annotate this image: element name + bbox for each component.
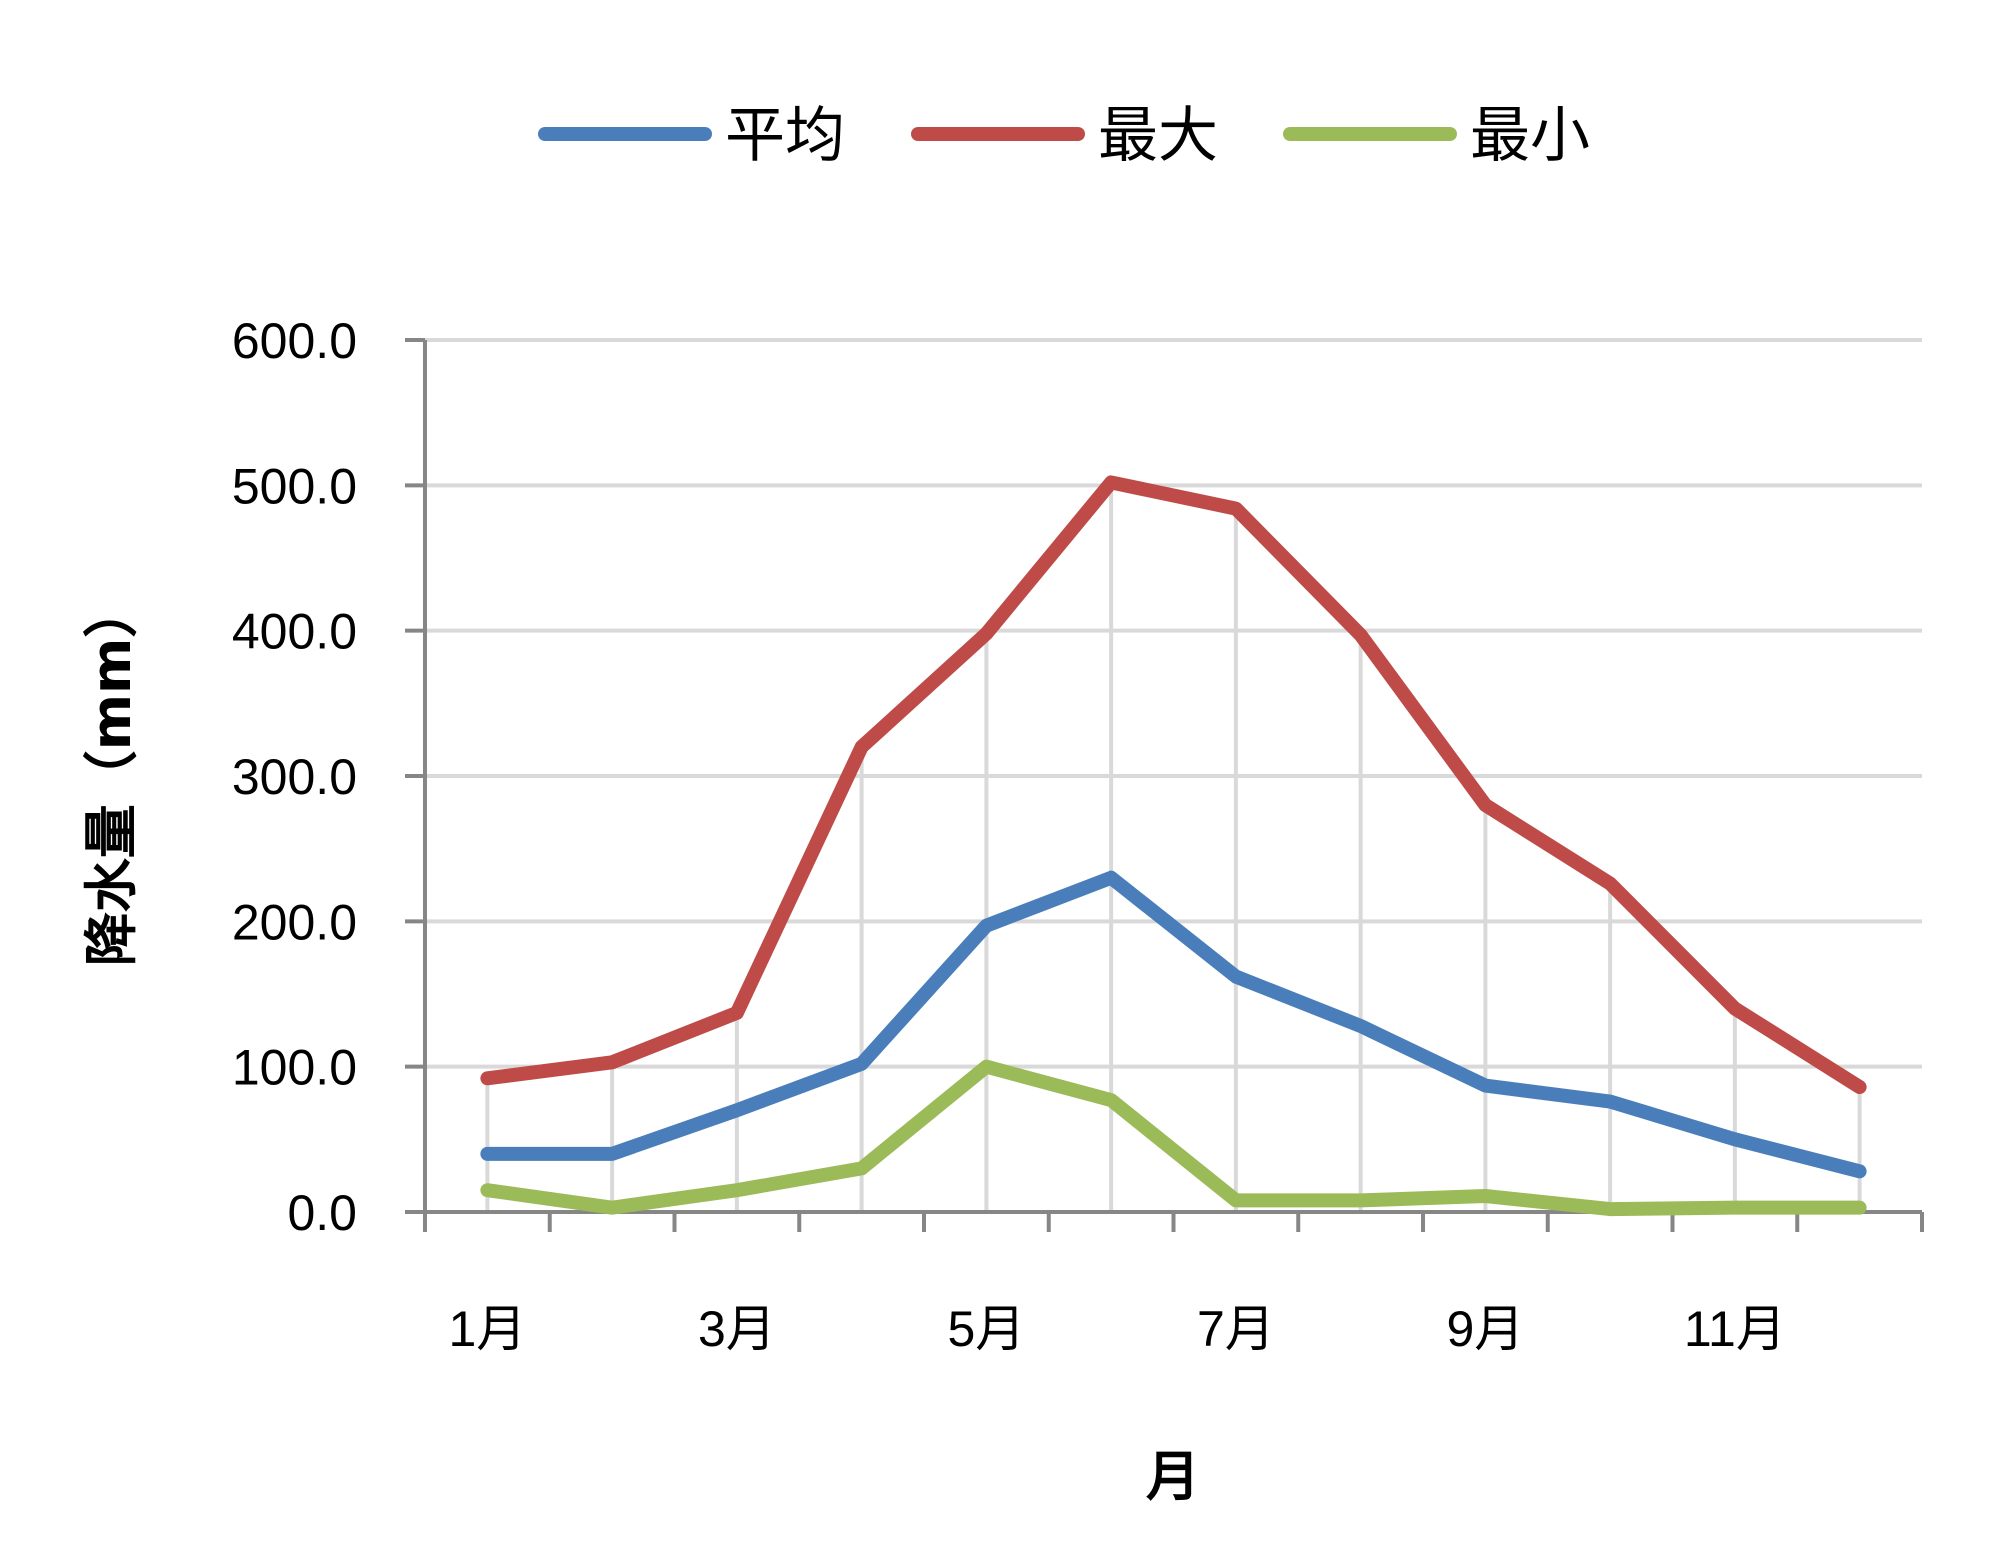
legend: 平均 最大 最小	[538, 101, 1590, 171]
y-axis-title: 降水量（mm）	[80, 584, 143, 967]
x-axis-title: 月	[1146, 1445, 1200, 1508]
axis-labels: 0.0 100.0 200.0 300.0 400.0 500.0 600.0 1月 3月 5月 7…	[80, 313, 1786, 1508]
grid-lines	[425, 338, 1922, 1212]
x-tick-label: 11月	[1684, 1301, 1786, 1357]
x-tick-label: 3月	[698, 1301, 776, 1357]
x-tick-label: 9月	[1446, 1301, 1524, 1357]
legend-item-1: 平均	[538, 101, 845, 171]
y-tick-label: 600.0	[232, 313, 357, 369]
y-tick-label: 100.0	[232, 1040, 357, 1096]
y-tick-label: 200.0	[232, 894, 357, 950]
y-tick-label: 0.0	[287, 1185, 357, 1241]
legend-label: 最大	[1098, 101, 1218, 171]
y-tick-label: 300.0	[232, 749, 357, 805]
y-tick-label: 500.0	[232, 458, 357, 514]
legend-label: 平均	[725, 101, 845, 171]
series-line-1	[480, 870, 1867, 1179]
legend-label: 最小	[1470, 101, 1590, 171]
axes	[405, 338, 1924, 1232]
series-layer	[480, 475, 1867, 1217]
series-line-2	[480, 475, 1867, 1095]
y-tick-label: 400.0	[232, 604, 357, 660]
x-tick-label: 1月	[448, 1301, 526, 1357]
legend-item-3: 最小	[1283, 101, 1590, 171]
series-line-3	[480, 1059, 1867, 1217]
x-tick-label: 7月	[1197, 1301, 1275, 1357]
x-tick-label: 5月	[947, 1301, 1025, 1357]
legend-item-2: 最大	[911, 101, 1218, 171]
